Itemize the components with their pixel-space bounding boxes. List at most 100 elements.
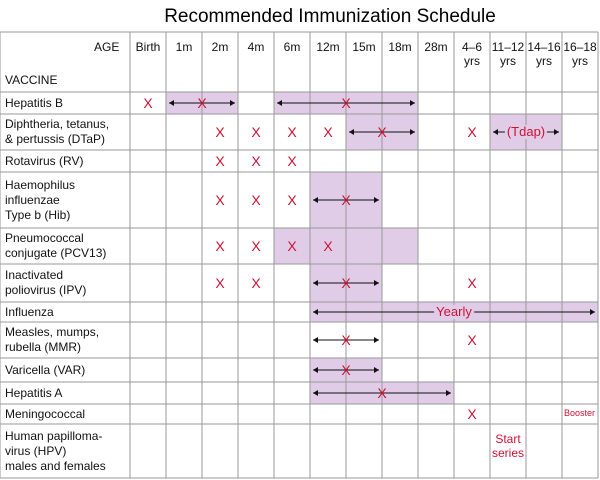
vaccine-name: Measles, mumps, rubella (MMR): [5, 325, 99, 355]
vaccine-name-line: males and females: [5, 458, 106, 473]
arrow-head-left: [313, 197, 318, 203]
vaccine-name: Inactivated poliovirus (IPV): [5, 268, 86, 298]
arrow-head-left: [313, 390, 318, 396]
vaccine-name-line: Diphtheria, tetanus,: [5, 117, 110, 131]
age-column-header: 15m: [346, 40, 382, 54]
page-title: Recommended Immunization Schedule: [164, 6, 496, 27]
vaccine-name-line: Rotavirus (RV): [5, 153, 84, 168]
dose-mark: X: [341, 192, 351, 208]
dose-mark: X: [215, 124, 225, 140]
vaccine-name-line: influenzae: [5, 192, 60, 207]
age-column-header: 6m: [274, 40, 310, 54]
age-header-label: AGE: [94, 40, 120, 54]
arrow-head-right: [446, 390, 451, 396]
arrow-head-right: [410, 100, 415, 106]
vaccine-name-line: & pertussis (DTaP): [5, 132, 106, 146]
age-column-header: 12m: [310, 40, 346, 54]
vaccine-name-line: rubella (MMR): [5, 340, 82, 354]
vaccine-name: Rotavirus (RV): [5, 154, 83, 169]
dose-mark: X: [251, 275, 261, 291]
arrow-head-right: [374, 280, 379, 286]
dose-mark: X: [197, 95, 207, 111]
vaccine-name-line: Type b (Hib): [5, 207, 71, 222]
vaccine-name-line: Human papilloma-: [5, 428, 103, 443]
arrow-head-left: [313, 280, 318, 286]
vaccine-name: Meningococcal: [5, 407, 85, 422]
dose-mark: X: [467, 275, 477, 291]
age-column-header: 4–6 yrs: [454, 40, 490, 68]
vaccine-name-line: Hepatitis A: [5, 385, 63, 400]
dose-mark: X: [323, 238, 333, 254]
age-header-line1: 4–6: [461, 40, 483, 54]
age-header-line1: Birth: [135, 40, 161, 54]
dose-mark: X: [287, 124, 297, 140]
dose-mark: X: [287, 192, 297, 208]
age-column-header: Birth: [130, 40, 166, 54]
age-header-line1: 18m: [388, 40, 412, 54]
arrow-head-left: [277, 100, 282, 106]
dose-mark: X: [377, 385, 387, 401]
age-header-line1: 28m: [424, 40, 448, 54]
age-column-header: 11–12 yrs: [490, 40, 526, 68]
age-header-line1: 15m: [352, 40, 376, 54]
vaccine-name: Hepatitis B: [5, 96, 63, 111]
dose-mark: X: [341, 275, 351, 291]
arrow-head-left: [169, 100, 174, 106]
vaccine-name-line: Varicella (VAR): [5, 362, 86, 377]
vaccine-name-line: Influenza: [5, 304, 54, 319]
age-column-header: 14–16 yrs: [526, 40, 562, 68]
dose-mark: X: [143, 95, 153, 111]
age-column-header: 1m: [166, 40, 202, 54]
arrow-head-right: [374, 197, 379, 203]
dose-mark: X: [215, 238, 225, 254]
dose-mark: X: [467, 332, 477, 348]
dose-mark: X: [341, 95, 351, 111]
vaccine-name: Varicella (VAR): [5, 363, 85, 378]
dose-mark: X: [467, 124, 477, 140]
dose-mark: X: [287, 153, 297, 169]
age-header-line1: 1m: [175, 40, 193, 54]
dose-mark: X: [251, 192, 261, 208]
vaccine-name: Hepatitis A: [5, 386, 62, 401]
dose-mark: X: [251, 238, 261, 254]
dose-mark: Yearly: [434, 304, 474, 319]
vaccine-name-line: Haemophilus: [5, 177, 76, 192]
age-header-line2: yrs: [500, 54, 516, 68]
vaccine-name: Influenza: [5, 305, 54, 320]
dose-mark: X: [251, 124, 261, 140]
age-column-header: 4m: [238, 40, 274, 54]
vaccine-name-line: poliovirus (IPV): [5, 283, 87, 297]
age-column-header: 18m: [382, 40, 418, 54]
dose-mark: X: [467, 406, 477, 422]
dose-mark: Start series: [491, 432, 524, 460]
arrow-head-right: [590, 309, 595, 315]
age-header-line1: 12m: [316, 40, 340, 54]
arrow-head-left: [313, 309, 318, 315]
arrow-head-left: [313, 337, 318, 343]
age-header-line1: 4m: [247, 40, 265, 54]
vaccine-name-line: virus (HPV): [5, 443, 67, 458]
age-header-line2: yrs: [464, 54, 480, 68]
age-header-line2: yrs: [536, 54, 552, 68]
vaccine-name: Diphtheria, tetanus, & pertussis (DTaP): [5, 117, 109, 147]
age-header-line1: 2m: [211, 40, 229, 54]
dose-mark: X: [251, 153, 261, 169]
vaccine-name-line: conjugate (PCV13): [5, 246, 107, 260]
arrow-head-right: [230, 100, 235, 106]
arrow-head-right: [374, 367, 379, 373]
age-column-header: 28m: [418, 40, 454, 54]
dose-mark: X: [341, 332, 351, 348]
arrow-head-left: [313, 367, 318, 373]
arrow-head-left: [493, 129, 498, 135]
dose-mark: (Tdap): [504, 124, 548, 139]
vaccine-name: Human papilloma-virus (HPV) males and fem…: [5, 429, 106, 474]
vaccine-name-line: Measles, mumps,: [5, 325, 100, 339]
vaccine-name-line: Pneumococcal: [5, 231, 84, 245]
age-header-line1: 11–12: [491, 40, 525, 54]
dose-mark: X: [215, 153, 225, 169]
dose-mark: X: [341, 362, 351, 378]
arrow-head-right: [410, 129, 415, 135]
vaccine-name: Haemophilus influenzae Type b (Hib): [5, 178, 75, 223]
age-header-line1: 16–18: [563, 40, 597, 54]
vaccine-header-label: VACCINE: [5, 73, 58, 87]
